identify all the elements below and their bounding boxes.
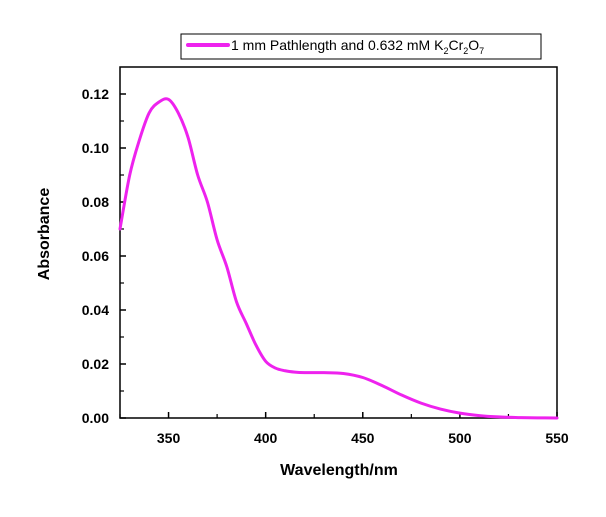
legend-text-o: O: [468, 37, 479, 53]
x-tick-label: 550: [545, 430, 569, 446]
y-tick-label: 0.04: [82, 302, 109, 318]
series-line: [118, 97, 559, 420]
y-axis-ticks: 0.00 0.02 0.04 0.06 0.08 0.10 0.12: [82, 86, 126, 426]
x-tick-label: 500: [448, 430, 472, 446]
y-tick-label: 0.08: [82, 194, 109, 210]
x-tick-label: 350: [157, 430, 181, 446]
x-axis-ticks: 350 400 450 500 550: [119, 412, 569, 446]
legend-subscript-3: 7: [479, 46, 484, 56]
y-tick-label: 0.10: [82, 140, 109, 156]
x-tick-label: 400: [254, 430, 278, 446]
y-tick-label: 0.06: [82, 248, 109, 264]
y-tick-label: 0.12: [82, 86, 109, 102]
legend-box: [180, 33, 542, 60]
legend-label: 1 mm Pathlength and 0.632 mM K2Cr2O7: [231, 37, 484, 56]
legend-text-main: 1 mm Pathlength and 0.632 mM K: [231, 37, 444, 53]
legend: 1 mm Pathlength and 0.632 mM K2Cr2O7: [180, 33, 542, 60]
series-layer: [118, 97, 559, 420]
legend-subscript-2: 2: [463, 46, 468, 56]
y-axis-title: Absorbance: [36, 188, 53, 281]
x-axis-title: Wavelength/nm: [280, 462, 398, 479]
plot-frame: [119, 66, 558, 419]
y-tick-label: 0.02: [82, 356, 109, 372]
legend-text-cr: Cr: [448, 37, 463, 53]
legend-subscript-1: 2: [443, 46, 448, 56]
y-tick-label: 0.00: [82, 410, 109, 426]
x-tick-label: 450: [351, 430, 375, 446]
